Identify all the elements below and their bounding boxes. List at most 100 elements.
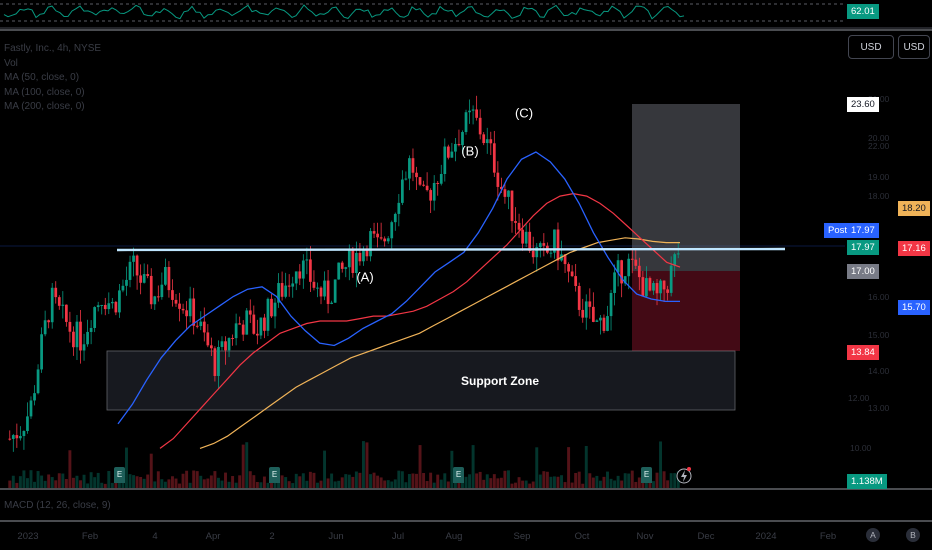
candle-body (61, 304, 65, 306)
volume-bar (496, 478, 500, 488)
candle-body (397, 202, 401, 214)
candle-body (478, 117, 482, 135)
volume-bar (503, 470, 507, 488)
volume-bar (478, 471, 482, 488)
volume-bar (216, 477, 220, 488)
candle-body (659, 280, 662, 294)
volume-bar (609, 478, 613, 488)
candle-body (43, 320, 47, 335)
symbol-line[interactable]: Fastly, Inc., 4h, NYSE (4, 43, 102, 54)
volume-bar (574, 472, 578, 488)
volume-bar (36, 471, 40, 488)
volume-bar (584, 445, 588, 488)
x-axis-label: 4 (152, 531, 158, 542)
candle-body (298, 271, 302, 279)
flash-icon[interactable] (676, 467, 692, 484)
volume-bar (361, 441, 365, 488)
candle-body (326, 280, 330, 304)
volume-bar (132, 475, 136, 488)
volume-bar (528, 483, 532, 488)
volume-bar (89, 472, 93, 488)
volume-bar (347, 474, 351, 488)
volume-bar (383, 480, 387, 488)
volume-bar (71, 477, 75, 488)
volume-bar (485, 474, 489, 488)
volume-bar (213, 471, 217, 488)
candle-body (103, 304, 107, 310)
bottom-scale-button[interactable]: B (906, 528, 920, 542)
volume-bar (351, 476, 355, 488)
price-tag-ma100: 17.16 (898, 241, 930, 256)
candle-body (432, 182, 436, 201)
volume-bar (637, 477, 641, 488)
volume-bar (464, 476, 468, 488)
candle-body (347, 248, 351, 268)
volume-bar (662, 471, 666, 488)
price-scale-label: 19.00 (868, 172, 890, 182)
candle-body (199, 321, 203, 327)
volume-bar (103, 483, 107, 488)
indicator-ma200[interactable]: MA (200, close, 0) (4, 101, 85, 112)
indicator-vol[interactable]: Vol (4, 57, 18, 69)
volume-bar (538, 474, 542, 488)
candle-body (234, 323, 238, 339)
volume-bar (227, 481, 231, 488)
macd-label[interactable]: MACD (12, 26, close, 9) (4, 500, 111, 511)
volume-bar (270, 479, 273, 488)
candle-body (446, 146, 450, 158)
indicator-ma100[interactable]: MA (100, close, 0) (4, 86, 85, 98)
price-scale-label: 18.00 (868, 191, 890, 201)
price-scale-label: 13.00 (868, 403, 890, 413)
candle-body (68, 321, 72, 332)
price-scale-label: 22.00 (868, 141, 890, 151)
volume-bar (418, 445, 422, 488)
candle-body (450, 151, 454, 158)
volume-bar (178, 483, 182, 488)
volume-bar (25, 478, 29, 488)
auto-scale-button[interactable]: A (866, 528, 880, 542)
candle-body (492, 143, 496, 173)
candle-body (623, 276, 627, 284)
currency-button[interactable]: USD (848, 35, 894, 59)
volume-bar (606, 471, 609, 488)
price-tag-last: 17.97 (847, 240, 879, 255)
volume-bar (209, 475, 213, 488)
volume-bar (369, 474, 372, 488)
candle-body (277, 283, 280, 303)
currency-button-2[interactable]: USD (898, 35, 930, 59)
candle-body (524, 231, 528, 244)
x-axis-label: 2024 (755, 531, 777, 542)
volume-bar (623, 473, 627, 488)
candle-body (72, 331, 75, 348)
candle-body (146, 274, 150, 276)
candle-body (255, 333, 259, 336)
volume-bar (591, 477, 595, 488)
volume-bar (443, 473, 447, 488)
candle-body (33, 393, 36, 401)
price-tag-stop: 13.84 (847, 345, 879, 360)
candle-body (19, 436, 22, 439)
x-axis-label: 2023 (17, 531, 39, 542)
volume-bar (616, 475, 620, 488)
volume-bar (153, 481, 157, 488)
volume-bar (202, 479, 206, 488)
candle-body (75, 321, 79, 348)
candle-body (206, 332, 210, 346)
earnings-marker[interactable]: E (641, 467, 652, 483)
candle-body (652, 283, 655, 291)
candle-body (443, 146, 447, 174)
x-axis-label: Jul (391, 531, 405, 542)
candle-body (517, 222, 521, 230)
volume-bar (18, 476, 22, 488)
candle-body (8, 438, 12, 440)
resistance-line (116, 247, 786, 252)
earnings-marker[interactable]: E (453, 467, 464, 483)
candle-body (379, 237, 383, 239)
x-axis-label: Feb (81, 531, 99, 542)
indicator-ma50[interactable]: MA (50, close, 0) (4, 72, 80, 83)
earnings-marker[interactable]: E (114, 467, 125, 483)
candle-body (404, 178, 408, 180)
candle-body (553, 229, 556, 253)
earnings-marker[interactable]: E (269, 467, 280, 483)
